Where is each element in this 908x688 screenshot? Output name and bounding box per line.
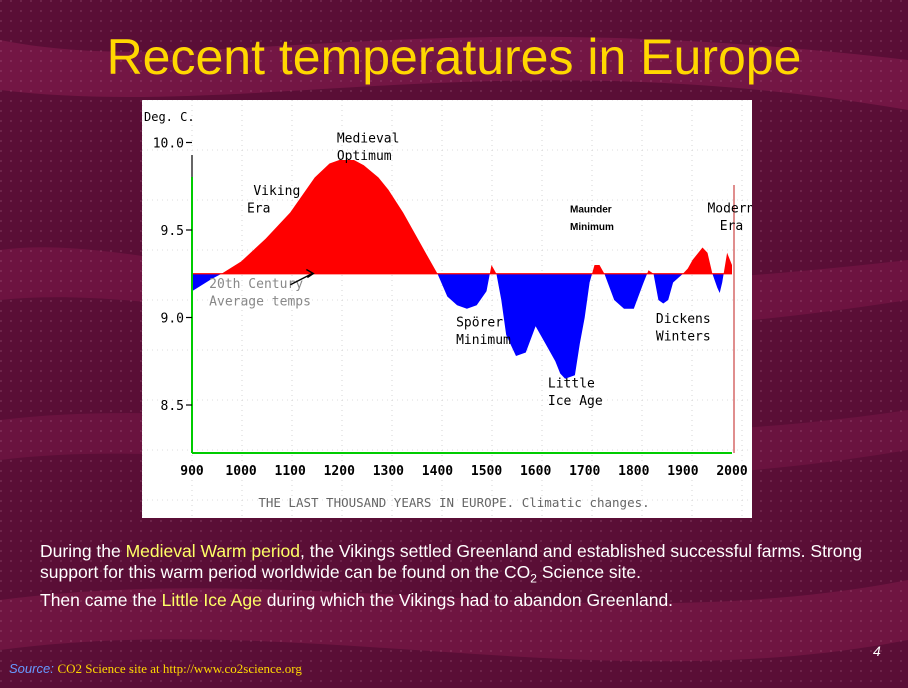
source-label: Source: (9, 661, 54, 676)
annotation-arrow (290, 272, 313, 286)
co2-subscript: 2 (530, 571, 537, 586)
chart-annotation: Era (720, 219, 743, 234)
chart-area (192, 160, 732, 379)
x-tick-label: 1400 (422, 464, 453, 479)
chart-annotation: Dickens (656, 312, 711, 327)
chart-grid (142, 100, 752, 518)
x-tick-label: 1200 (324, 464, 355, 479)
chart-annotation: Ice Age (548, 394, 603, 409)
y-tick-label: 10.0 (153, 137, 184, 152)
chart-annotation: Minimum (456, 333, 511, 348)
chart-caption: THE LAST THOUSAND YEARS IN EUROPE. Clima… (258, 495, 649, 510)
chart-annotation: Era (247, 202, 270, 217)
x-tick-label: 2000 (716, 464, 747, 479)
y-tick-label: 8.5 (161, 399, 184, 414)
x-tick-label: 1600 (520, 464, 551, 479)
chart-axes (191, 155, 735, 454)
body-text-part: during which the Vikings had to abandon … (261, 589, 674, 610)
x-tick-label: 1900 (667, 464, 698, 479)
chart-annotation: Little (548, 377, 595, 392)
x-tick-label: 1700 (569, 464, 600, 479)
y-tick-label: 9.0 (161, 312, 184, 327)
chart-ticks: 900 1000 1100 1200 1300 1400 1500 1600 1700 1800 1… (153, 137, 748, 480)
chart-annotation: Minimum (570, 222, 614, 233)
annotation-arrowhead (306, 268, 315, 279)
temperature-chart: 900 1000 1100 1200 1300 1400 1500 1600 1700 1800 1… (142, 100, 752, 518)
chart-container: 900 1000 1100 1200 1300 1400 1500 1600 1700 1800 1… (142, 100, 752, 518)
little-ice-age-highlight: Little Ice Age (161, 589, 262, 610)
chart-annotation: Winters (656, 329, 711, 344)
body-text-part: During the (40, 541, 126, 561)
body-text-part: Then came the (40, 589, 162, 610)
x-tick-label: 1800 (618, 464, 649, 479)
y-axis-label: Deg. C. (144, 110, 195, 124)
chart-annotation: 20th Century (209, 277, 303, 292)
x-tick-label: 900 (180, 464, 204, 479)
chart-annotation: Spörer (456, 315, 503, 330)
y-tick-label: 9.5 (161, 224, 184, 239)
source-site-link[interactable]: CO2 Science site (57, 661, 147, 676)
slide-title: Recent temperatures in Europe (106, 29, 802, 85)
warm-period-area (192, 160, 732, 274)
chart-annotation: Modern (707, 202, 752, 217)
chart-annotation: Viking (253, 184, 300, 199)
x-tick-label: 1000 (225, 464, 256, 479)
source-line: Source: CO2 Science site at http://www.c… (9, 661, 302, 677)
chart-annotation: Maunder (570, 205, 612, 216)
chart-annotation: Average temps (209, 294, 311, 309)
chart-annotation: Medieval (337, 132, 400, 147)
body-text-part: Science site. (536, 562, 642, 582)
body-text: During the Medieval Warm period, the Vik… (40, 541, 890, 611)
chart-annotations: Medieval Optimum Viking Era 20th Century Aver… (209, 132, 752, 410)
x-tick-label: 1100 (275, 464, 306, 479)
medieval-warm-period-highlight: Medieval Warm period (125, 541, 301, 561)
x-tick-label: 1500 (471, 464, 502, 479)
page-number: 4 (873, 643, 881, 659)
cold-period-area (192, 273, 732, 379)
source-url: at http://www.co2science.org (146, 661, 302, 676)
body-text-part: , the Vikings settled Greenland and esta… (40, 541, 862, 582)
x-tick-label: 1300 (373, 464, 404, 479)
chart-annotation: Optimum (337, 149, 392, 164)
